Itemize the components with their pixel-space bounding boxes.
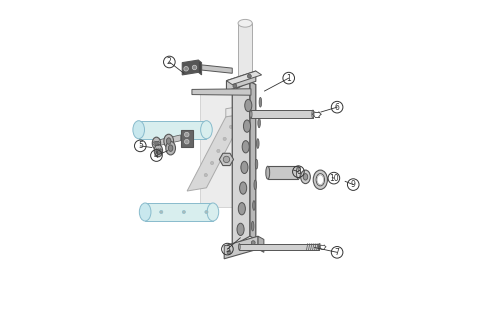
- Ellipse shape: [164, 134, 173, 148]
- Ellipse shape: [168, 145, 173, 151]
- Ellipse shape: [252, 221, 254, 231]
- Ellipse shape: [300, 170, 310, 184]
- Text: 4: 4: [154, 151, 159, 160]
- Circle shape: [233, 84, 237, 88]
- Polygon shape: [238, 23, 252, 114]
- Ellipse shape: [154, 145, 162, 157]
- Polygon shape: [226, 71, 262, 85]
- Ellipse shape: [166, 141, 175, 155]
- Circle shape: [252, 241, 255, 245]
- Text: 6: 6: [334, 103, 340, 112]
- Ellipse shape: [238, 110, 252, 118]
- Circle shape: [223, 156, 230, 163]
- Ellipse shape: [258, 118, 260, 128]
- Circle shape: [156, 149, 160, 153]
- Ellipse shape: [238, 244, 240, 250]
- Polygon shape: [258, 236, 264, 252]
- Ellipse shape: [313, 170, 328, 190]
- Polygon shape: [202, 65, 232, 73]
- Text: 3: 3: [225, 245, 230, 254]
- Circle shape: [184, 132, 189, 137]
- Ellipse shape: [207, 203, 218, 221]
- Ellipse shape: [241, 161, 248, 174]
- Text: 5: 5: [138, 141, 142, 150]
- Circle shape: [223, 137, 226, 141]
- Ellipse shape: [244, 120, 250, 132]
- Circle shape: [160, 210, 163, 214]
- Circle shape: [227, 250, 231, 254]
- Ellipse shape: [237, 223, 244, 236]
- Ellipse shape: [200, 121, 212, 139]
- Ellipse shape: [256, 139, 259, 148]
- Polygon shape: [145, 203, 213, 221]
- Polygon shape: [251, 110, 313, 119]
- Polygon shape: [187, 114, 245, 191]
- Ellipse shape: [255, 159, 258, 169]
- Ellipse shape: [252, 201, 255, 210]
- Text: 7: 7: [334, 248, 340, 257]
- Ellipse shape: [242, 141, 250, 153]
- Ellipse shape: [296, 166, 300, 179]
- Ellipse shape: [152, 137, 160, 149]
- Text: 1: 1: [286, 74, 291, 83]
- Polygon shape: [226, 106, 245, 117]
- Ellipse shape: [244, 99, 252, 111]
- Polygon shape: [192, 89, 251, 95]
- Polygon shape: [156, 135, 180, 146]
- Polygon shape: [226, 71, 256, 91]
- Text: 9: 9: [351, 180, 356, 189]
- Ellipse shape: [254, 180, 256, 190]
- Circle shape: [182, 210, 186, 214]
- Polygon shape: [232, 81, 250, 246]
- Circle shape: [205, 210, 208, 214]
- Polygon shape: [182, 60, 198, 75]
- Circle shape: [248, 74, 252, 78]
- Circle shape: [192, 65, 197, 70]
- Circle shape: [184, 139, 189, 144]
- Ellipse shape: [240, 182, 246, 194]
- Ellipse shape: [303, 174, 308, 180]
- Polygon shape: [224, 236, 258, 259]
- Polygon shape: [250, 81, 256, 239]
- Circle shape: [230, 125, 232, 128]
- Polygon shape: [138, 121, 206, 139]
- Ellipse shape: [316, 174, 324, 186]
- Circle shape: [154, 141, 158, 145]
- Ellipse shape: [133, 121, 144, 139]
- Polygon shape: [200, 91, 234, 207]
- Text: 8: 8: [296, 167, 301, 176]
- Circle shape: [204, 173, 208, 177]
- Ellipse shape: [250, 110, 252, 119]
- Circle shape: [210, 161, 214, 165]
- Ellipse shape: [266, 166, 270, 179]
- Polygon shape: [240, 244, 320, 250]
- Polygon shape: [198, 60, 202, 75]
- Circle shape: [217, 149, 220, 153]
- Circle shape: [184, 66, 188, 71]
- Polygon shape: [180, 130, 193, 147]
- Ellipse shape: [140, 203, 151, 221]
- Text: 2: 2: [167, 57, 172, 66]
- Text: 10: 10: [329, 174, 338, 183]
- Ellipse shape: [259, 98, 262, 107]
- Ellipse shape: [238, 202, 246, 215]
- Ellipse shape: [238, 19, 252, 27]
- Ellipse shape: [312, 110, 314, 119]
- Polygon shape: [268, 166, 298, 179]
- Ellipse shape: [166, 138, 171, 144]
- Ellipse shape: [318, 244, 320, 250]
